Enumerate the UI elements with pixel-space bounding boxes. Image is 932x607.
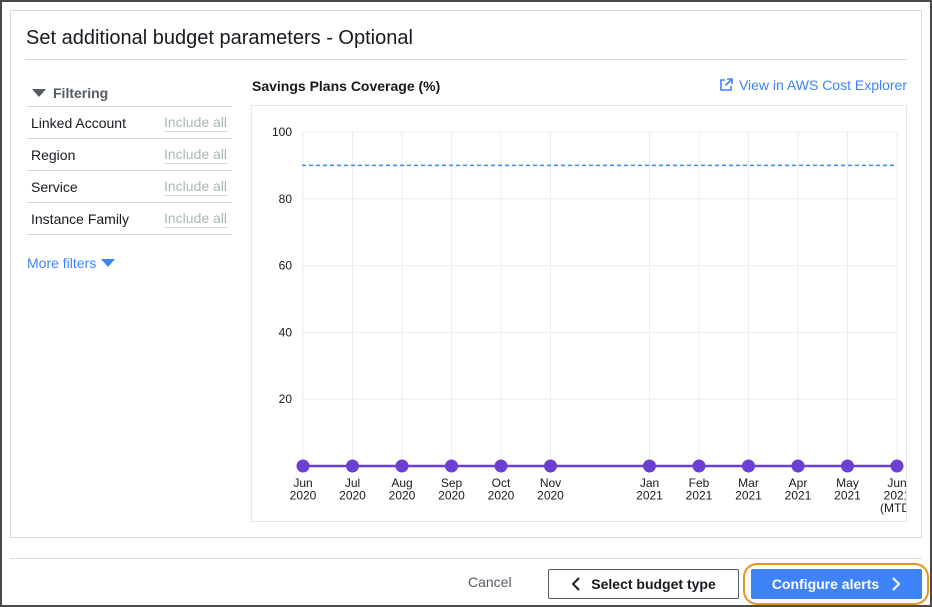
- data-point: [890, 459, 904, 473]
- data-point: [841, 459, 854, 473]
- x-tick-label: 2020: [488, 489, 515, 503]
- filter-row-region[interactable]: Region Include all: [27, 139, 232, 171]
- x-tick-label: Sep: [441, 476, 463, 490]
- data-point: [445, 459, 458, 473]
- filter-label: Service: [31, 178, 78, 195]
- filter-value[interactable]: Include all: [164, 177, 228, 196]
- data-point: [643, 459, 656, 473]
- filter-value[interactable]: Include all: [164, 209, 228, 228]
- filtering-toggle[interactable]: Filtering: [27, 79, 232, 107]
- filter-row-instance-family[interactable]: Instance Family Include all: [27, 203, 232, 235]
- x-tick-label: Feb: [689, 476, 710, 490]
- filtering-label: Filtering: [53, 84, 109, 101]
- x-tick-label: Jul: [345, 476, 360, 490]
- x-tick-label: Nov: [540, 476, 561, 490]
- external-link-icon: [720, 78, 733, 91]
- back-button-label: Select budget type: [591, 576, 716, 592]
- filter-value[interactable]: Include all: [164, 113, 228, 132]
- x-tick-label: Aug: [391, 476, 412, 490]
- y-tick-label: 100: [272, 125, 292, 139]
- x-tick-label: 2020: [438, 489, 465, 503]
- coverage-chart-svg: 20406080100Jun2020Jul2020Aug2020Sep2020O…: [272, 125, 907, 515]
- filter-label: Instance Family: [31, 210, 130, 227]
- filtering-panel: Filtering Linked Account Include all Reg…: [27, 79, 232, 271]
- filter-label: Linked Account: [31, 114, 126, 131]
- filter-label: Region: [31, 146, 76, 163]
- data-point: [692, 459, 706, 473]
- cancel-button[interactable]: Cancel: [468, 574, 512, 590]
- x-tick-label: 2021: [884, 489, 907, 503]
- caret-down-icon: [101, 259, 116, 267]
- primary-button-label: Configure alerts: [771, 576, 880, 592]
- data-point: [791, 459, 805, 473]
- filter-value[interactable]: Include all: [164, 145, 228, 164]
- select-budget-type-button[interactable]: Select budget type: [548, 569, 739, 599]
- x-tick-label: 2021: [686, 489, 713, 503]
- x-tick-label: (MTD): [880, 501, 907, 515]
- more-filters-label: More filters: [27, 255, 97, 271]
- x-tick-label: 2020: [290, 489, 317, 503]
- x-tick-label: 2020: [339, 489, 366, 503]
- filter-row-linked-account[interactable]: Linked Account Include all: [27, 107, 232, 139]
- configure-alerts-button[interactable]: Configure alerts: [751, 569, 922, 599]
- data-point: [296, 459, 310, 473]
- x-tick-label: 2021: [834, 489, 861, 503]
- y-tick-label: 20: [279, 392, 293, 406]
- title-divider: [25, 59, 907, 60]
- x-tick-label: 2021: [735, 489, 762, 503]
- x-tick-label: 2021: [636, 489, 663, 503]
- x-tick-label: Jun: [887, 476, 906, 490]
- y-tick-label: 80: [279, 192, 293, 206]
- x-tick-label: 2021: [785, 489, 812, 503]
- focus-highlight: [743, 563, 929, 605]
- view-in-cost-explorer-link[interactable]: View in AWS Cost Explorer: [719, 77, 907, 93]
- x-tick-label: Oct: [492, 476, 511, 490]
- x-tick-label: 2020: [389, 489, 416, 503]
- data-point: [395, 459, 409, 473]
- y-tick-label: 60: [279, 259, 293, 273]
- more-filters-link[interactable]: More filters: [27, 255, 116, 271]
- external-link-label: View in AWS Cost Explorer: [738, 77, 907, 93]
- y-tick-label: 40: [279, 325, 293, 339]
- chart-title: Savings Plans Coverage (%): [252, 78, 441, 94]
- chevron-left-icon: [571, 577, 580, 591]
- section-title: Set additional budget parameters - Optio…: [26, 27, 413, 49]
- chevron-right-icon: [892, 577, 901, 591]
- x-tick-label: Mar: [738, 476, 759, 490]
- footer-divider: [10, 558, 922, 559]
- x-tick-label: Jan: [640, 476, 659, 490]
- budget-parameters-card: Set additional budget parameters - Optio…: [10, 10, 922, 538]
- x-tick-label: 2020: [537, 489, 564, 503]
- data-point: [742, 459, 755, 473]
- x-tick-label: Apr: [789, 476, 808, 490]
- caret-down-icon: [32, 88, 46, 97]
- x-tick-label: May: [836, 476, 859, 490]
- data-point: [544, 459, 557, 473]
- data-point: [346, 459, 359, 473]
- filter-row-service[interactable]: Service Include all: [27, 171, 232, 203]
- x-tick-label: Jun: [293, 476, 312, 490]
- coverage-chart: 20 40 60 80 100 Jun 2020 Jul 2020 Aug 2020 Sep 2020 O…: [251, 105, 907, 522]
- data-point: [494, 459, 508, 473]
